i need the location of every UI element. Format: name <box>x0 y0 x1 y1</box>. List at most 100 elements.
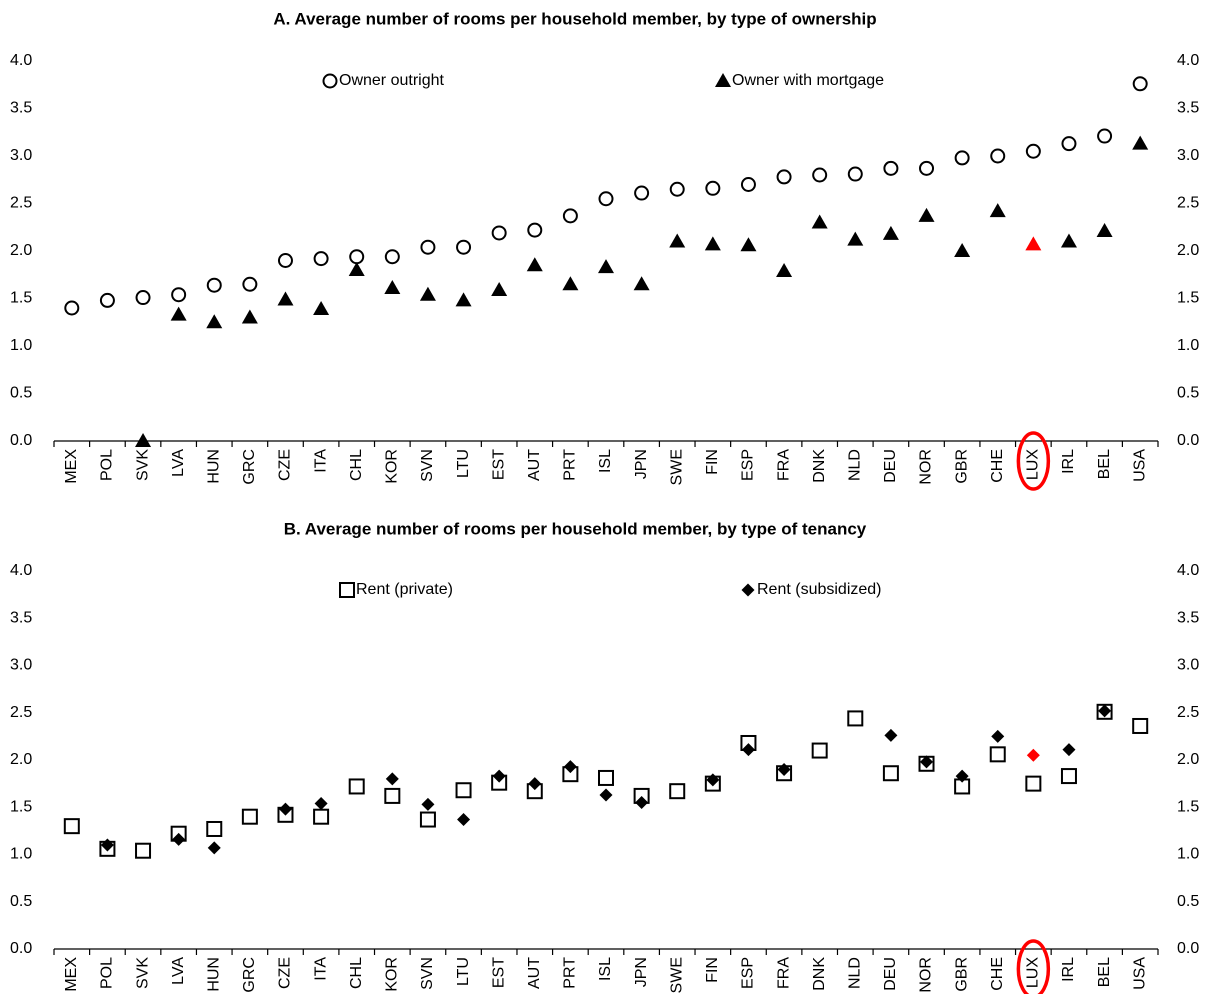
x-tick-label: GRC <box>241 957 258 993</box>
point <box>847 710 864 727</box>
x-tick-label: DNK <box>811 449 828 483</box>
point <box>170 306 187 321</box>
point <box>1060 768 1077 785</box>
x-tick-label: POL <box>99 957 116 989</box>
point <box>456 239 472 255</box>
point <box>882 225 899 240</box>
point <box>278 802 292 816</box>
point <box>1132 135 1149 150</box>
x-tick-label: DNK <box>811 957 828 991</box>
x-tick-label: FRA <box>775 957 792 989</box>
x-tick-label: ESP <box>740 957 757 989</box>
y-tick-label: 0.0 <box>10 432 32 449</box>
point <box>704 236 721 251</box>
point <box>1098 704 1112 718</box>
point <box>455 782 472 799</box>
point <box>172 832 186 846</box>
point <box>776 169 792 185</box>
point <box>384 787 401 804</box>
x-tick-label: FRA <box>775 449 792 481</box>
y2-tick-label: 2.0 <box>1177 242 1199 259</box>
point <box>598 259 614 274</box>
x-tick-label: NLD <box>847 449 864 481</box>
point <box>135 842 152 859</box>
point <box>241 309 258 324</box>
y2-tick-label: 3.5 <box>1177 100 1199 117</box>
y2-tick-label: 0.5 <box>1177 385 1199 402</box>
point <box>528 777 542 791</box>
x-tick-label: NOR <box>918 449 935 485</box>
x-tick-label: DEU <box>882 449 899 483</box>
x-tick-label: SVK <box>134 449 151 481</box>
x-tick-label: ISL <box>597 957 614 981</box>
y2-tick-label: 0.0 <box>1177 940 1199 957</box>
point <box>635 796 649 810</box>
x-tick-label: CZE <box>277 957 294 989</box>
point <box>206 277 222 293</box>
point <box>991 729 1005 743</box>
point <box>384 249 400 265</box>
point <box>491 225 507 241</box>
point <box>419 811 436 828</box>
legend-label: Rent (private) <box>356 581 453 598</box>
point <box>242 276 258 292</box>
point <box>492 769 506 783</box>
x-tick-label: KOR <box>384 957 401 992</box>
point <box>847 166 863 182</box>
y-tick-label: 3.5 <box>10 100 32 117</box>
point <box>527 222 543 238</box>
x-tick-label: LVA <box>170 957 187 985</box>
point <box>847 231 864 246</box>
point <box>1096 223 1113 238</box>
point <box>1026 748 1040 762</box>
point <box>989 746 1006 763</box>
point <box>634 185 650 201</box>
legend-marker <box>322 73 338 89</box>
highlight-ring <box>1016 431 1051 491</box>
x-tick-label: BEL <box>1096 957 1113 987</box>
y-tick-label: 4.0 <box>10 562 32 579</box>
y2-tick-label: 1.0 <box>1177 337 1199 354</box>
y-tick-label: 1.0 <box>10 337 32 354</box>
point <box>563 760 577 774</box>
point <box>706 773 720 787</box>
point <box>918 207 935 222</box>
y-tick-label: 2.5 <box>10 195 32 212</box>
point <box>562 276 579 291</box>
y-tick-label: 3.0 <box>10 147 32 164</box>
y2-tick-label: 0.0 <box>1177 432 1199 449</box>
y2-tick-label: 1.5 <box>1177 290 1199 307</box>
y-tick-label: 2.5 <box>10 704 32 721</box>
x-tick-label: NLD <box>847 957 864 989</box>
legend-marker <box>715 73 731 87</box>
x-tick-label: PRT <box>562 449 579 481</box>
x-tick-label: SVN <box>419 449 436 482</box>
point <box>669 783 686 800</box>
point <box>955 769 969 783</box>
x-tick-label: BEL <box>1096 449 1113 479</box>
x-tick-label: ITA <box>312 957 329 981</box>
x-tick-label: ITA <box>312 449 329 473</box>
y-tick-label: 0.5 <box>10 385 32 402</box>
point <box>384 280 401 295</box>
point <box>811 214 828 229</box>
x-tick-label: EST <box>490 449 507 480</box>
x-tick-label: MEX <box>63 957 80 992</box>
y-tick-label: 3.0 <box>10 657 32 674</box>
x-tick-label: JPN <box>633 957 650 987</box>
point <box>277 253 293 268</box>
x-tick-label: LTU <box>455 957 472 986</box>
x-tick-label: MEX <box>63 449 80 484</box>
point <box>385 772 399 786</box>
point <box>277 291 294 306</box>
point <box>633 276 650 291</box>
x-tick-label: EST <box>490 957 507 988</box>
point <box>1060 233 1077 248</box>
point <box>421 797 435 811</box>
legend-label: Owner with mortgage <box>732 72 884 89</box>
x-tick-label: USA <box>1131 957 1148 990</box>
point <box>562 208 578 224</box>
x-tick-label: KOR <box>384 449 401 484</box>
x-tick-label: SVK <box>134 957 151 989</box>
legend-marker <box>339 582 355 598</box>
